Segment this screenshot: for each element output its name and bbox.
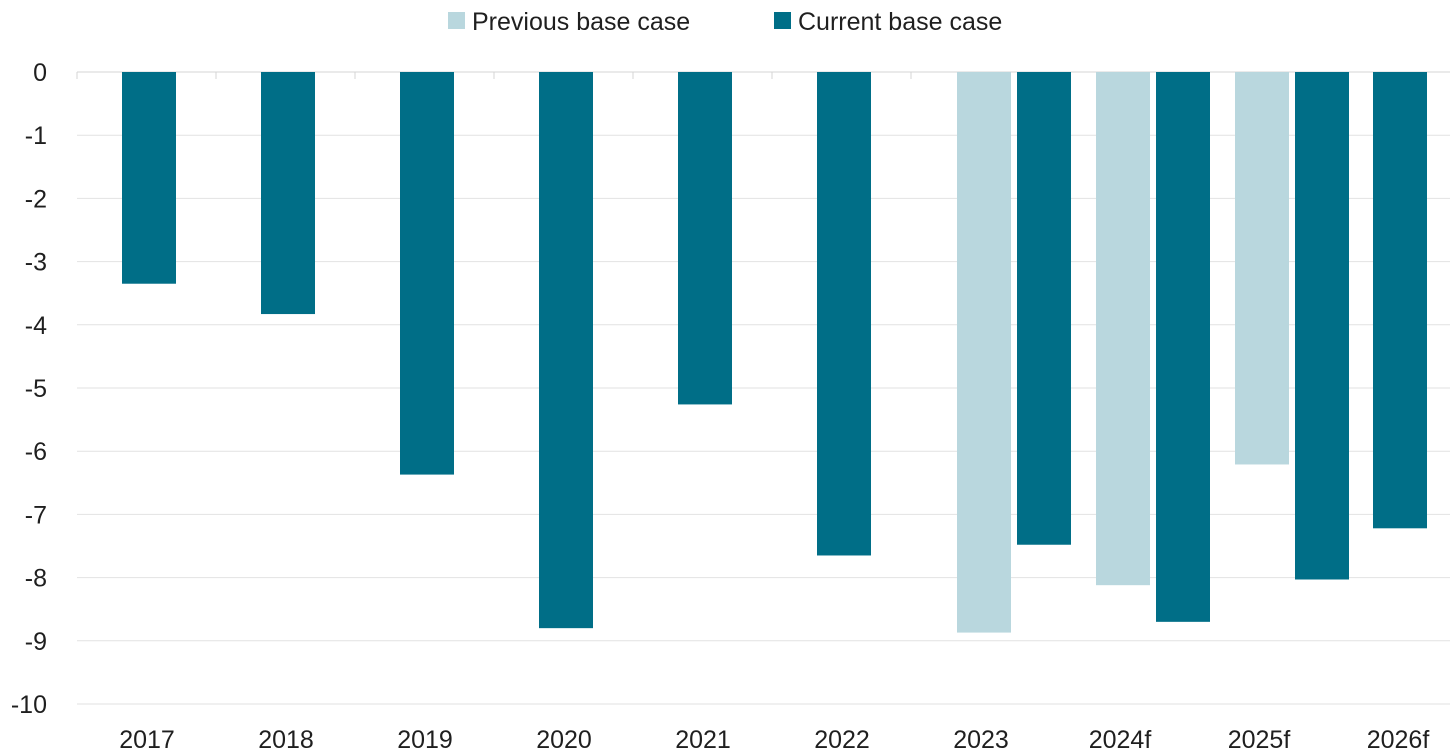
y-tick-label: -5 xyxy=(25,375,47,403)
bar-current-2017 xyxy=(122,72,176,284)
y-tick-label: -6 xyxy=(25,438,47,466)
bar-current-2021 xyxy=(678,72,732,405)
y-tick-label: 0 xyxy=(33,59,47,87)
y-tick-label: -7 xyxy=(25,501,47,529)
bars xyxy=(122,72,1427,633)
y-tick-label: -9 xyxy=(25,628,47,656)
bar-current-2018 xyxy=(261,72,315,315)
bar-previous-2024f xyxy=(1096,72,1150,586)
y-tick-label: -1 xyxy=(25,122,47,150)
legend-swatch-previous xyxy=(448,12,465,29)
bar-current-2024f xyxy=(1156,72,1210,622)
x-tick-label: 2025f xyxy=(1228,726,1291,753)
bar-current-2026f xyxy=(1373,72,1427,529)
y-tick-label: -4 xyxy=(25,312,47,340)
y-tick-label: -3 xyxy=(25,249,47,277)
legend-swatch-current xyxy=(774,12,791,29)
bar-current-2019 xyxy=(400,72,454,475)
x-tick-label: 2023 xyxy=(953,726,1009,753)
legend: Previous base case Current base case xyxy=(448,8,1002,36)
bar-previous-2025f xyxy=(1235,72,1289,465)
x-tick-label: 2024f xyxy=(1089,726,1152,753)
bar-previous-2023 xyxy=(957,72,1011,633)
x-axis: 2017 2018 2019 2020 2021 2022 2023 2024f 2025f 20… xyxy=(119,726,1429,753)
y-tick-label: -10 xyxy=(11,691,47,719)
bar-current-2022 xyxy=(817,72,871,556)
legend-label-current: Current base case xyxy=(798,8,1002,36)
y-tick-label: -8 xyxy=(25,565,47,593)
x-tick-label: 2018 xyxy=(258,726,314,753)
y-tick-label: -2 xyxy=(25,185,47,213)
bar-current-2023 xyxy=(1017,72,1071,545)
bar-current-2025f xyxy=(1295,72,1349,580)
bar-current-2020 xyxy=(539,72,593,629)
x-tick-label: 2017 xyxy=(119,726,175,753)
x-tick-label: 2019 xyxy=(397,726,453,753)
x-tick-label: 2026f xyxy=(1367,726,1430,753)
legend-label-previous: Previous base case xyxy=(472,8,690,36)
y-axis: 0 -1 -2 -3 -4 -5 -6 -7 -8 -9 -10 xyxy=(11,59,47,719)
x-tick-label: 2021 xyxy=(675,726,731,753)
x-tick-label: 2020 xyxy=(536,726,592,753)
x-tick-label: 2022 xyxy=(814,726,870,753)
